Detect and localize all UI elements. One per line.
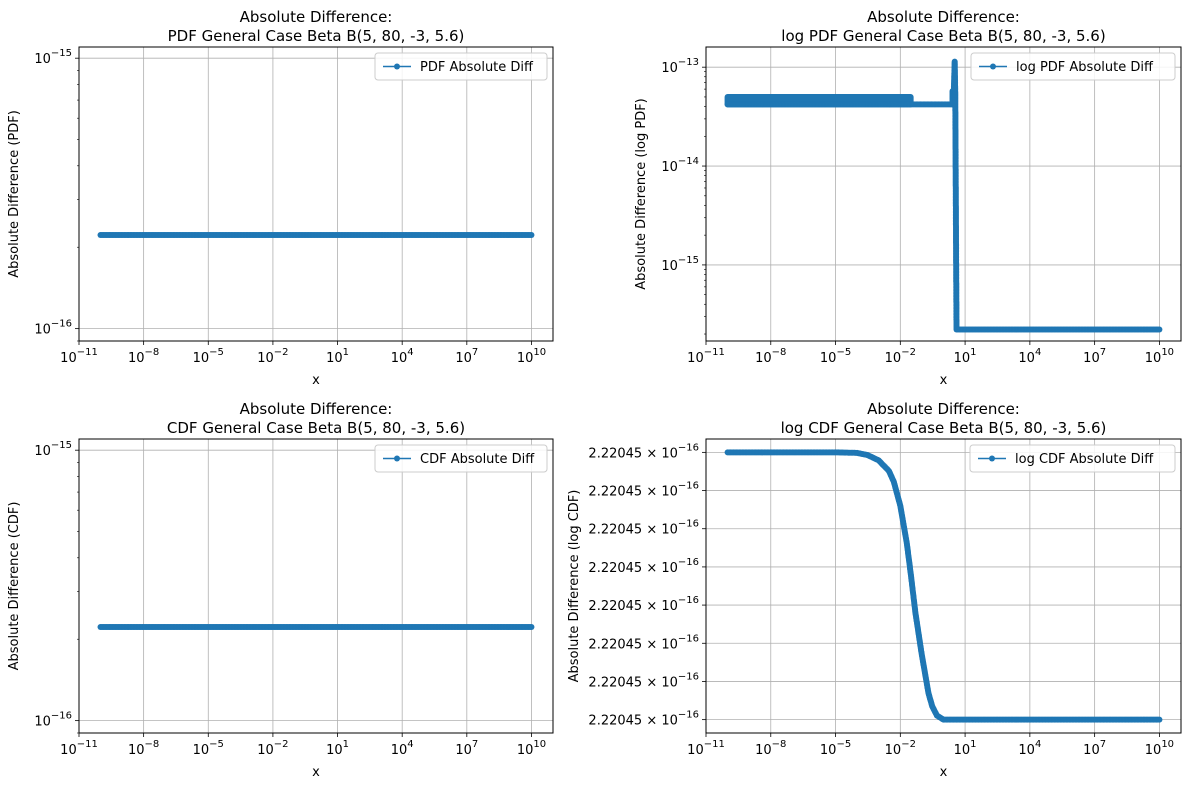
chart-title: Absolute Difference: (240, 8, 393, 26)
legend-marker (394, 63, 400, 70)
legend: PDF Absolute Diff (374, 52, 548, 81)
legend-label: CDF Absolute Diff (420, 452, 535, 467)
x-tick-label: 10−5 (820, 347, 851, 366)
y-axis-label: Absolute Difference (log PDF) (634, 98, 649, 290)
x-axis-label: x (312, 765, 320, 780)
y-tick-label: 10−14 (661, 156, 699, 175)
x-axis-label: x (312, 373, 320, 388)
y-tick-label: 2.22045 × 10−16 (588, 710, 699, 729)
legend-box (374, 52, 548, 81)
x-tick-label: 10−2 (257, 347, 288, 366)
y-tick-label: 2.22045 × 10−16 (588, 671, 699, 690)
y-tick-label: 2.22045 × 10−16 (588, 633, 699, 652)
x-tick-label: 104 (1018, 347, 1041, 366)
legend-marker (989, 455, 995, 462)
y-axis-label: Absolute Difference (CDF) (7, 502, 22, 671)
x-tick-label: 104 (391, 739, 414, 758)
legend-box (970, 52, 1176, 81)
y-tick-label: 2.22045 × 10−16 (588, 442, 699, 461)
chart-title: log CDF General Case Beta B(5, 80, -3, 5… (781, 419, 1107, 437)
y-tick-label: 2.22045 × 10−16 (588, 595, 699, 614)
chart-title: Absolute Difference: (240, 400, 393, 418)
legend-box (969, 444, 1176, 473)
y-tick-label: 10−15 (661, 255, 699, 274)
legend: log PDF Absolute Diff (970, 52, 1176, 81)
x-tick-label: 10−8 (755, 347, 786, 366)
x-tick-label: 10−11 (60, 347, 98, 366)
x-tick-label: 10−8 (755, 739, 786, 758)
chart-title: CDF General Case Beta B(5, 80, -3, 5.6) (167, 419, 465, 437)
chart-title: Absolute Difference: (867, 8, 1020, 26)
x-tick-label: 107 (455, 739, 478, 758)
x-tick-label: 107 (455, 347, 478, 366)
x-tick-label: 107 (1083, 347, 1106, 366)
x-tick-label: 101 (326, 347, 349, 366)
x-tick-label: 10−2 (885, 347, 916, 366)
chart-title: log PDF General Case Beta B(5, 80, -3, 5… (781, 27, 1105, 45)
x-tick-label: 1010 (1145, 347, 1174, 366)
legend-marker (990, 63, 996, 70)
chart-title: PDF General Case Beta B(5, 80, -3, 5.6) (168, 27, 465, 45)
y-axis-label: Absolute Difference (log CDF) (567, 490, 582, 683)
subplot-4: 10−11 10−8 10−5 10−2 101 104 107 1010 2.22045 × … (567, 400, 1182, 780)
x-tick-label: 10−5 (193, 739, 224, 758)
x-tick-label: 10−8 (128, 739, 159, 758)
legend-box (374, 444, 548, 473)
y-tick-label: 10−16 (34, 711, 72, 730)
data-point (1156, 326, 1163, 333)
axes-frame (78, 438, 554, 734)
x-tick-label: 10−11 (687, 739, 725, 758)
legend-label: log PDF Absolute Diff (1016, 60, 1154, 75)
x-tick-label: 10−5 (193, 347, 224, 366)
x-tick-label: 10−2 (257, 739, 288, 758)
x-tick-label: 10−2 (885, 739, 916, 758)
subplot-1: 10−11 10−8 10−5 10−2 101 104 107 1010 10−16 10−15… (7, 8, 554, 388)
x-tick-label: 101 (954, 347, 977, 366)
x-tick-label: 1010 (517, 347, 546, 366)
y-tick-label: 2.22045 × 10−16 (588, 481, 699, 500)
legend-label: log CDF Absolute Diff (1015, 452, 1154, 467)
subplot-2: 10−11 10−8 10−5 10−2 101 104 107 1010 10−15 10−14… (634, 8, 1182, 388)
y-tick-label: 2.22045 × 10−16 (588, 557, 699, 576)
y-tick-label: 10−15 (34, 440, 72, 459)
x-tick-label: 101 (954, 739, 977, 758)
x-tick-label: 101 (326, 739, 349, 758)
data-point (528, 623, 535, 630)
y-axis-label: Absolute Difference (PDF) (7, 110, 22, 278)
data-point (528, 231, 535, 238)
subplot-3: 10−11 10−8 10−5 10−2 101 104 107 1010 10−16 10−15… (7, 400, 554, 780)
y-tick-label: 10−13 (661, 57, 699, 76)
x-tick-label: 1010 (517, 739, 546, 758)
y-tick-label: 10−16 (34, 319, 72, 338)
axes-frame (705, 438, 1182, 734)
x-tick-label: 1010 (1145, 739, 1174, 758)
x-tick-label: 104 (391, 347, 414, 366)
legend-marker (394, 455, 400, 462)
y-tick-label: 2.22045 × 10−16 (588, 519, 699, 538)
x-tick-label: 10−5 (820, 739, 851, 758)
legend: CDF Absolute Diff (374, 444, 548, 473)
x-tick-label: 107 (1083, 739, 1106, 758)
chart-title: Absolute Difference: (867, 400, 1020, 418)
x-axis-label: x (940, 373, 948, 388)
axes-frame (78, 46, 554, 342)
x-axis-label: x (940, 765, 948, 780)
legend-label: PDF Absolute Diff (420, 60, 534, 75)
x-tick-label: 10−11 (60, 739, 98, 758)
legend: log CDF Absolute Diff (969, 444, 1176, 473)
x-tick-label: 10−11 (687, 347, 725, 366)
axes-frame (705, 46, 1182, 342)
x-tick-label: 10−8 (128, 347, 159, 366)
data-point (1156, 716, 1163, 723)
y-tick-label: 10−15 (34, 48, 72, 67)
x-tick-label: 104 (1018, 739, 1041, 758)
